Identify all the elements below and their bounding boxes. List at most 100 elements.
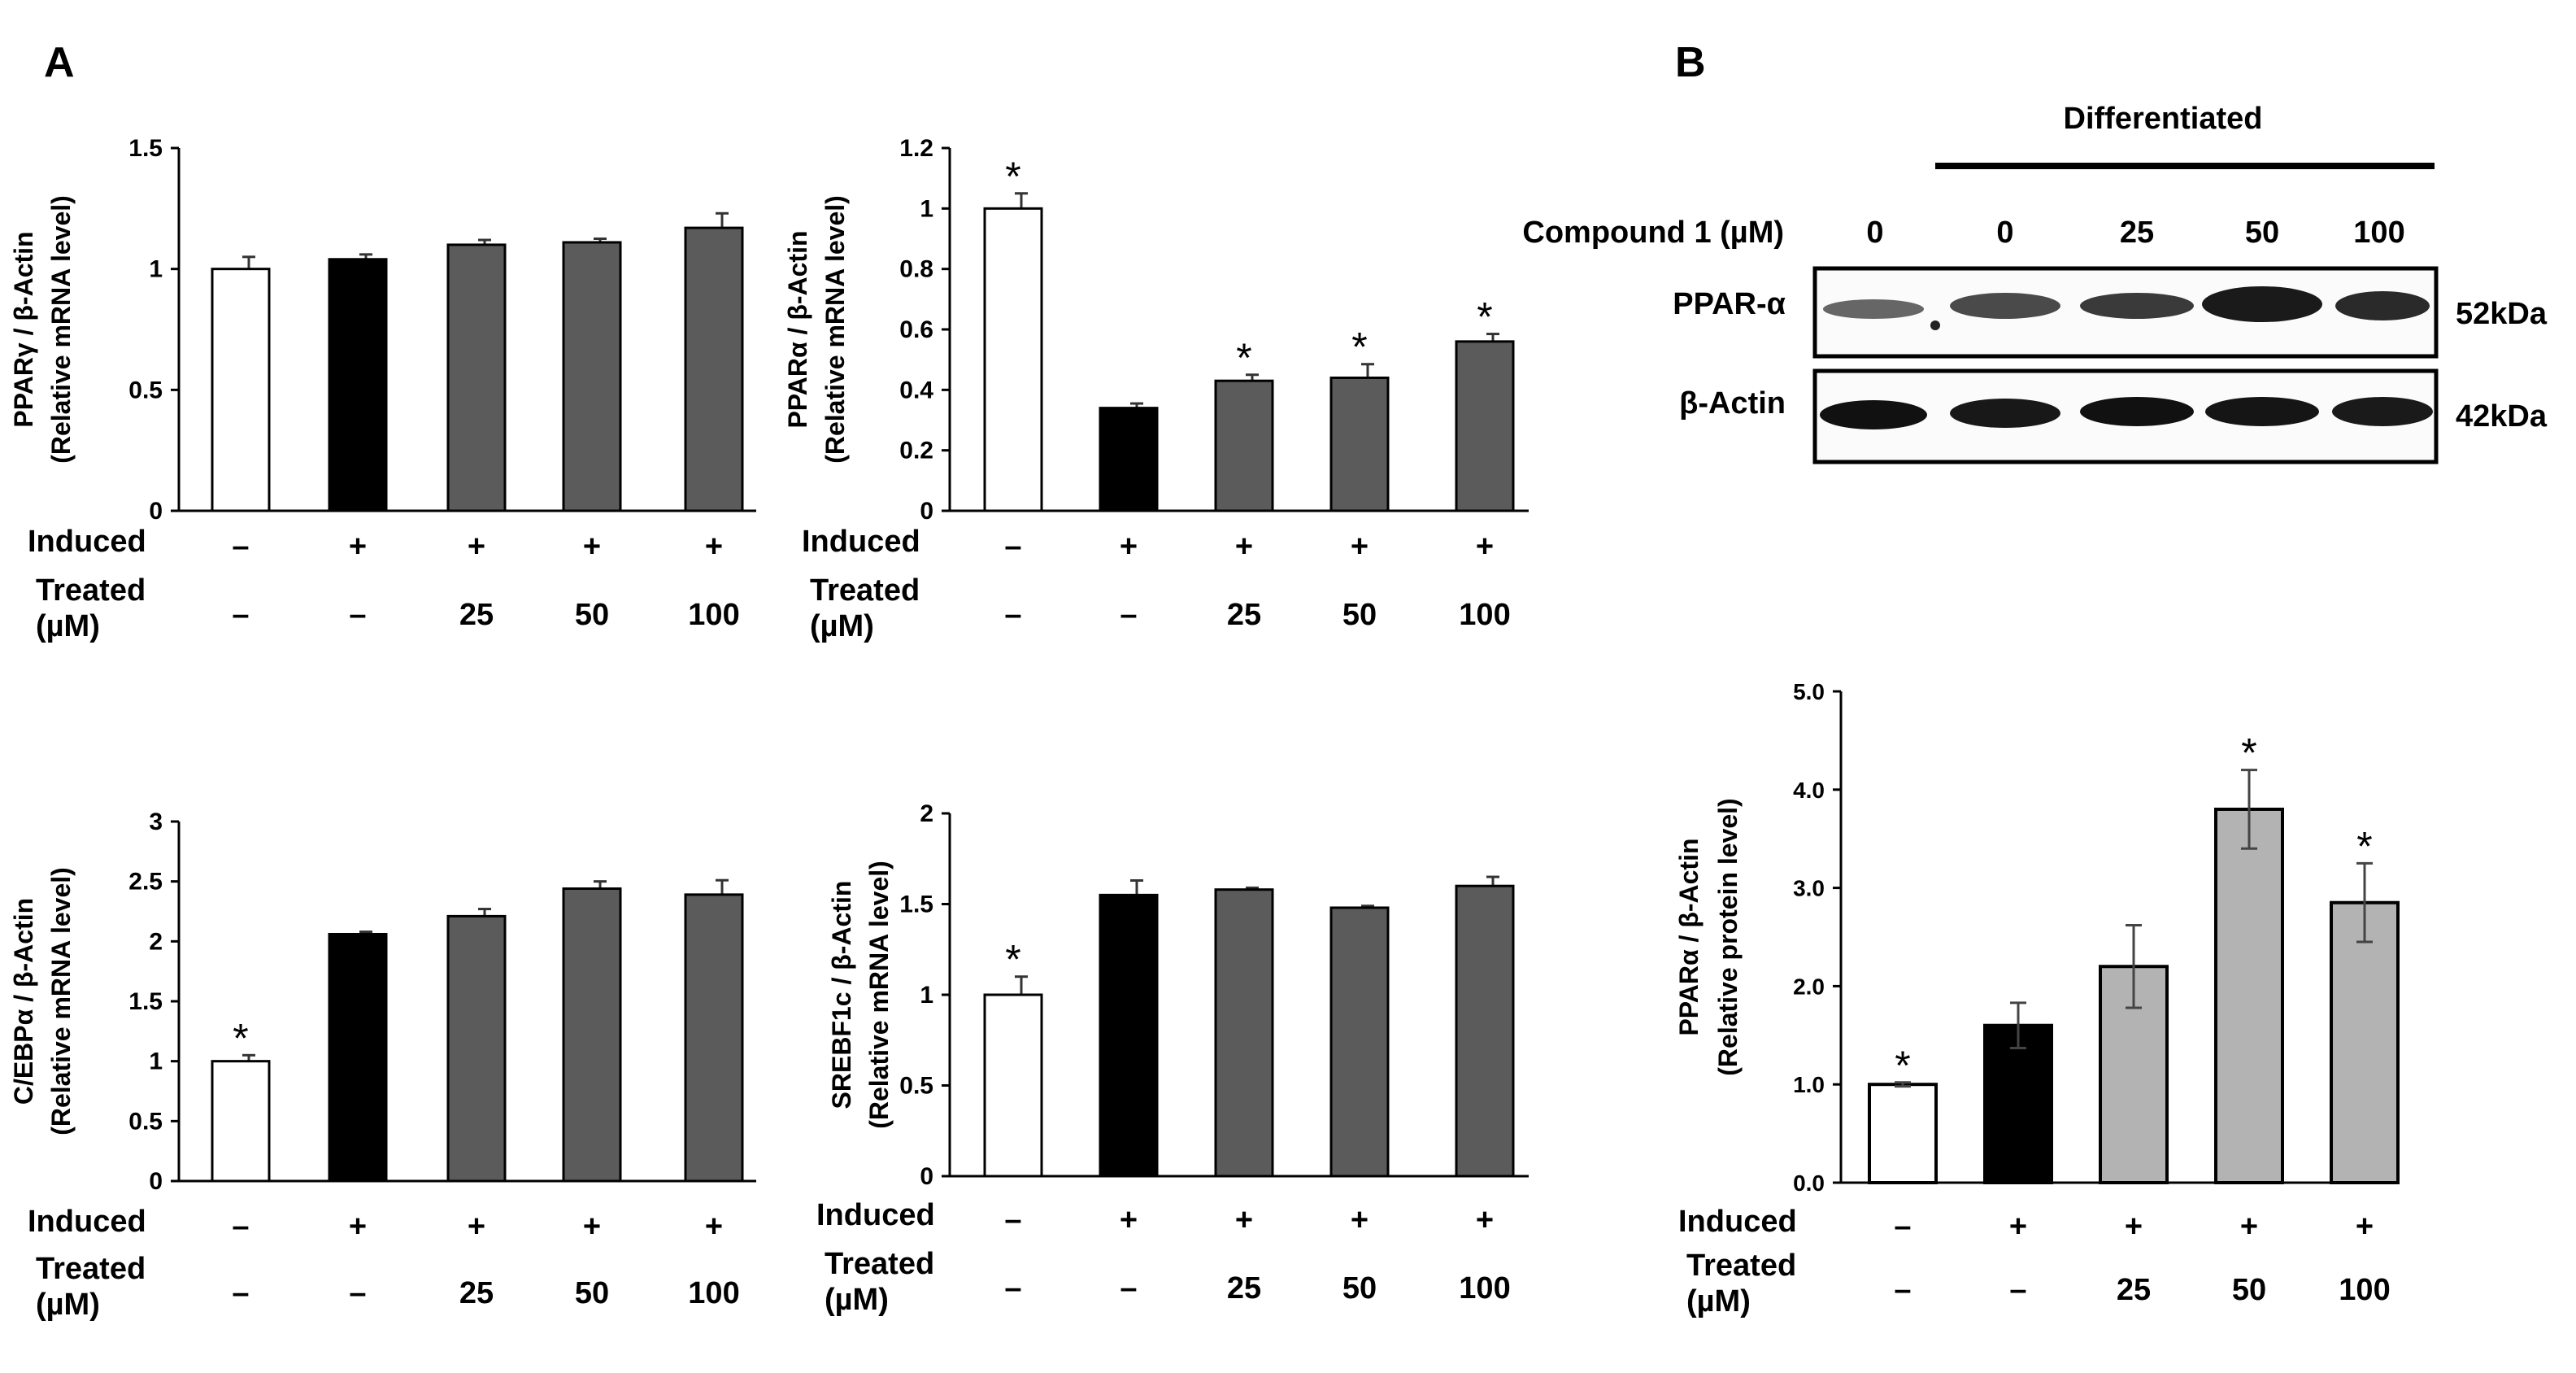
treated-dose: 100 [2339,1273,2390,1307]
treated-dose: – [2009,1273,2026,1307]
induced-sign: + [1476,1203,1494,1237]
y-tick-label: 2 [149,928,163,955]
bar [684,893,744,1183]
induced-sign: – [1004,1203,1021,1237]
treated-dose: – [232,598,249,632]
treated-dose: 50 [575,1276,609,1310]
treated-dose: – [1120,598,1137,632]
treated-dose: 25 [1227,1271,1261,1305]
bar [1329,906,1390,1178]
y-tick-label: 1.2 [899,135,933,162]
induced-sign: + [468,1210,485,1244]
treated-dose: 100 [688,1276,739,1310]
bar [2330,900,2400,1184]
blot-lane-label: 50 [2245,216,2279,250]
panel-label-b: B [1675,39,1706,86]
induced-sign: + [2240,1210,2258,1244]
significance-star: * [2356,823,2372,869]
band [2080,397,2194,426]
bar [1099,407,1159,512]
blot-row-label: β-Actin [1679,386,1786,421]
treated-row-unit: (µM) [1686,1284,1751,1319]
y-axis-label: PPARα / β-Actin [783,230,812,428]
y-tick-label: 0.4 [899,377,933,403]
y-tick-label: 0.5 [128,1108,163,1135]
y-tick-label: 3 [149,809,163,835]
bar [1329,376,1390,512]
y-axis-label: PPARγ / β-Actin [9,231,38,427]
band [1823,299,1924,319]
induced-sign: + [349,530,367,564]
blot-lane-label: 100 [2353,216,2404,250]
significance-star: * [233,1015,248,1061]
y-tick-label: 1.0 [1793,1072,1825,1097]
bar [328,932,388,1183]
induced-sign: + [705,530,723,564]
bar [1099,893,1159,1178]
y-tick-label: 1 [920,195,933,222]
bar [562,241,622,512]
blot-row-label: PPAR-α [1673,287,1786,321]
induced-sign: – [232,530,249,564]
bar [1455,340,1515,512]
treated-row-label: Treated [36,1252,146,1286]
y-tick-label: 0.0 [1793,1170,1825,1196]
band [2335,291,2430,320]
treated-dose: 50 [2232,1273,2266,1307]
treated-dose: 100 [688,598,739,632]
bar [684,226,744,512]
treated-row-label: Treated [825,1247,934,1281]
significance-star: * [1351,325,1367,370]
treated-dose: – [1004,598,1021,632]
y-tick-label: 1.5 [899,891,933,918]
bar [446,914,507,1183]
blot-size-label: 42kDa [2456,399,2548,434]
significance-star: * [1236,335,1251,381]
induced-sign: + [1120,1203,1138,1237]
induced-sign: + [583,1210,601,1244]
y-tick-label: 2.5 [128,869,163,896]
induced-row-label: Induced [802,525,920,559]
treated-dose: – [232,1276,249,1310]
induced-sign: – [232,1210,249,1244]
treated-row-label: Treated [810,573,920,608]
y-tick-label: 0.8 [899,256,933,283]
induced-sign: + [468,530,485,564]
band [2202,286,2322,322]
y-tick-label: 0 [920,498,933,525]
bar [1868,1083,1938,1184]
bar [983,993,1043,1178]
significance-star: * [1005,154,1020,199]
treated-row-unit: (µM) [825,1283,889,1317]
y-tick-label: 1.5 [128,988,163,1015]
induced-sign: + [1351,1203,1368,1237]
blot-lane-label: 0 [1996,216,2013,250]
blot-lane-label: 25 [2120,216,2154,250]
y-tick-label: 2 [920,800,933,827]
induced-row-label: Induced [816,1198,935,1232]
bar [562,887,622,1183]
bar [983,207,1043,512]
treated-dose: – [1120,1271,1137,1305]
induced-row-label: Induced [1678,1205,1797,1239]
y-tick-label: 0 [149,498,163,525]
treated-dose: 25 [1227,598,1261,632]
y-tick-label: 0 [149,1168,163,1195]
induced-row-label: Induced [28,525,146,559]
treated-dose: 100 [1459,598,1510,632]
blot-speck [1930,320,1940,330]
bar [1214,379,1274,512]
y-axis-label: (Relative mRNA level) [820,195,850,464]
band [2080,293,2194,319]
induced-sign: + [705,1210,723,1244]
treated-dose: – [1004,1271,1021,1305]
y-tick-label: 0.2 [899,438,933,464]
blot-compound-label: Compound 1 (µM) [1522,216,1784,250]
western-blot: Differentiated Compound 1 (µM) 0 0 25 50… [1522,102,2548,464]
induced-sign: + [2125,1210,2143,1244]
panel-label-a: A [44,39,75,86]
y-axis-label: (Relative mRNA level) [864,861,894,1129]
induced-sign: + [2009,1210,2027,1244]
y-tick-label: 1 [149,1048,163,1075]
